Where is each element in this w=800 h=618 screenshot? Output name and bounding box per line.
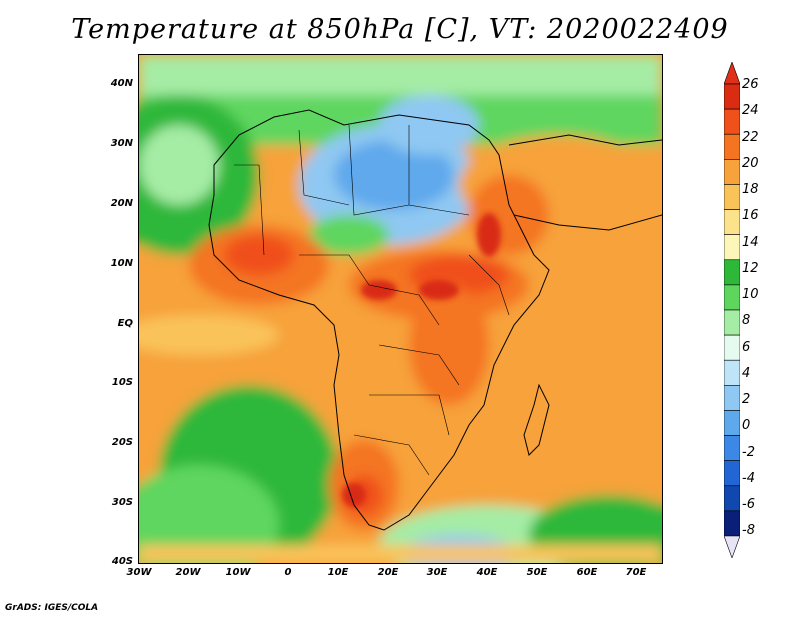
colorbar-label-2: 2 bbox=[742, 392, 751, 407]
lon-label-30w: 30W bbox=[126, 567, 152, 578]
colorbar-label-0: 0 bbox=[742, 418, 751, 433]
colorbar-swatch bbox=[724, 184, 740, 210]
country-borders bbox=[234, 124, 510, 476]
colorbar-bottom-arrow bbox=[724, 535, 740, 558]
colorbar-swatch bbox=[724, 108, 740, 135]
colorbar-swatch bbox=[724, 510, 740, 537]
lon-label-0: 0 bbox=[284, 567, 292, 578]
colorbar-label-8: 8 bbox=[742, 313, 751, 328]
lat-label-20n: 20N bbox=[110, 198, 133, 209]
colorbar-swatch bbox=[724, 284, 740, 311]
colorbar bbox=[724, 62, 740, 558]
colorbar-swatch bbox=[724, 460, 740, 487]
lon-label-50e: 50E bbox=[526, 567, 548, 578]
lon-label-40e: 40E bbox=[476, 567, 498, 578]
colorbar-label-26: 26 bbox=[742, 77, 759, 92]
colorbar-swatch bbox=[724, 435, 740, 461]
lat-label-40s: 40S bbox=[111, 556, 133, 567]
colorbar-swatch bbox=[724, 309, 740, 336]
colorbar-label-10: 10 bbox=[742, 287, 759, 302]
colorbar-swatch bbox=[724, 485, 740, 512]
colorbar-label-m6: -6 bbox=[742, 497, 755, 512]
lon-label-70e: 70E bbox=[625, 567, 647, 578]
map-title: Temperature at 850hPa [C], VT: 202002240… bbox=[71, 14, 729, 45]
lat-label-30s: 30S bbox=[111, 497, 133, 508]
lon-label-60e: 60E bbox=[576, 567, 598, 578]
colorbar-label-m4: -4 bbox=[742, 471, 755, 486]
colorbar-swatch bbox=[724, 83, 740, 110]
lon-label-20w: 20W bbox=[175, 567, 201, 578]
lat-label-30n: 30N bbox=[110, 138, 133, 149]
colorbar-label-20: 20 bbox=[742, 156, 759, 171]
lon-label-30e: 30E bbox=[426, 567, 448, 578]
lat-label-10s: 10S bbox=[111, 377, 133, 388]
lat-label-10n: 10N bbox=[110, 258, 133, 269]
lon-label-10e: 10E bbox=[327, 567, 349, 578]
colorbar-label-22: 22 bbox=[742, 130, 759, 145]
colorbar-label-m2: -2 bbox=[742, 445, 755, 460]
lat-label-eq: EQ bbox=[117, 318, 133, 329]
colorbar-label-14: 14 bbox=[742, 235, 759, 250]
hot-spots bbox=[342, 213, 501, 507]
lat-label-40n: 40N bbox=[110, 78, 133, 89]
colorbar-label-16: 16 bbox=[742, 208, 759, 223]
colorbar-swatch bbox=[724, 159, 740, 185]
lon-label-20e: 20E bbox=[377, 567, 399, 578]
lon-label-10w: 10W bbox=[225, 567, 251, 578]
colorbar-label-12: 12 bbox=[742, 261, 759, 276]
colorbar-swatch bbox=[724, 334, 740, 361]
colorbar-label-24: 24 bbox=[742, 103, 759, 118]
colorbar-label-4: 4 bbox=[742, 366, 751, 381]
colorbar-swatch bbox=[724, 410, 740, 436]
colorbar-label-6: 6 bbox=[742, 340, 751, 355]
grads-credit: GrADS: IGES/COLA bbox=[5, 603, 99, 613]
colorbar-swatch bbox=[724, 359, 740, 386]
lat-label-20s: 20S bbox=[111, 437, 133, 448]
colorbar-top-arrow bbox=[724, 62, 740, 85]
colorbar-label-m8: -8 bbox=[742, 523, 755, 538]
colorbar-swatch bbox=[724, 234, 740, 261]
colorbar-swatch bbox=[724, 209, 740, 235]
coastlines bbox=[208, 109, 662, 531]
temperature-field bbox=[139, 55, 662, 563]
colorbar-swatch bbox=[724, 385, 740, 411]
temperature-map bbox=[138, 54, 663, 564]
colorbar-swatch bbox=[724, 259, 740, 286]
colorbar-swatch bbox=[724, 133, 740, 160]
colorbar-label-18: 18 bbox=[742, 182, 759, 197]
